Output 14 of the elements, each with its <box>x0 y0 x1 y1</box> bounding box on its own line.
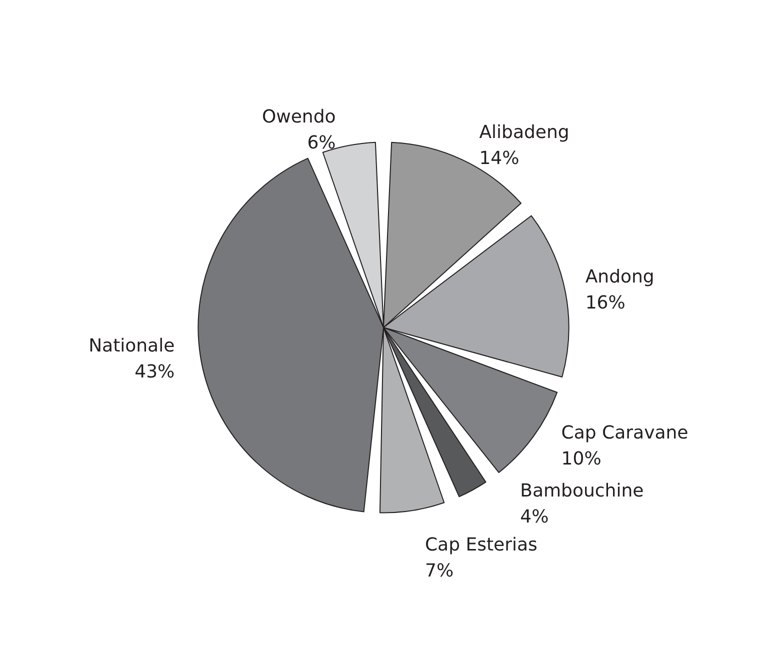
slice-label: Nationale <box>88 335 175 356</box>
slice-label: Bambouchine <box>520 480 644 502</box>
slice-label: Alibadeng <box>479 122 570 143</box>
slice-label: Cap Esterias <box>424 534 538 556</box>
data-label: 14% <box>479 148 520 169</box>
data-label: 7% <box>424 560 454 582</box>
data-label: 6% <box>307 132 336 154</box>
slice-label: Owendo <box>262 106 336 128</box>
data-label: 43% <box>134 361 175 382</box>
slice-label: Cap Caravane <box>561 422 688 444</box>
slice-label: Andong <box>585 266 654 288</box>
data-label: 16% <box>585 292 626 314</box>
data-label: 10% <box>561 448 602 470</box>
data-label: 4% <box>520 506 549 528</box>
